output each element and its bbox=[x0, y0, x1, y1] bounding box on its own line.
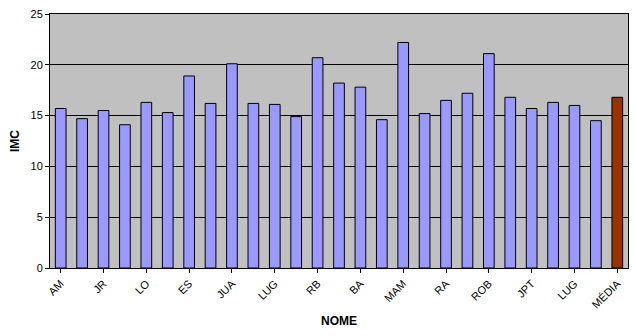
svg-text:JUA: JUA bbox=[214, 277, 238, 301]
svg-text:5: 5 bbox=[37, 211, 43, 223]
svg-text:MAM: MAM bbox=[382, 278, 409, 305]
svg-text:LO: LO bbox=[133, 277, 152, 296]
svg-text:LUG: LUG bbox=[555, 278, 579, 302]
svg-text:JPT: JPT bbox=[515, 277, 538, 300]
svg-text:RA: RA bbox=[432, 277, 452, 297]
svg-text:15: 15 bbox=[31, 109, 43, 121]
svg-text:RB: RB bbox=[304, 278, 323, 297]
svg-text:10: 10 bbox=[31, 160, 43, 172]
svg-text:20: 20 bbox=[31, 59, 43, 71]
svg-text:0: 0 bbox=[37, 262, 43, 274]
svg-text:ROB: ROB bbox=[469, 278, 494, 303]
svg-text:LUG: LUG bbox=[256, 278, 280, 302]
svg-text:25: 25 bbox=[31, 8, 43, 20]
svg-text:MÉDIA: MÉDIA bbox=[589, 277, 623, 311]
svg-text:ES: ES bbox=[176, 278, 195, 297]
svg-text:NOME: NOME bbox=[321, 314, 357, 328]
svg-text:JR: JR bbox=[91, 277, 109, 295]
svg-text:IMC: IMC bbox=[8, 130, 22, 152]
svg-text:AM: AM bbox=[46, 278, 66, 298]
svg-text:BA: BA bbox=[347, 277, 366, 296]
